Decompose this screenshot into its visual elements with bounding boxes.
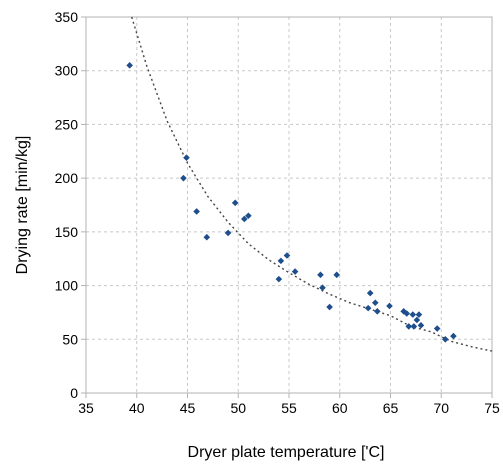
x-tick-label: 55: [281, 400, 297, 416]
data-point: [400, 308, 407, 315]
y-tick-label: 250: [55, 116, 79, 132]
x-tick-label: 35: [78, 400, 94, 416]
y-tick-label: 50: [62, 331, 78, 347]
x-tick-label: 65: [383, 400, 399, 416]
data-point: [231, 199, 239, 207]
data-point: [409, 311, 417, 318]
data-point: [386, 302, 393, 310]
data-point: [442, 335, 449, 343]
data-point: [374, 308, 381, 315]
data-point: [283, 252, 291, 259]
data-point: [433, 325, 441, 332]
data-point: [450, 332, 457, 340]
y-tick-label: 150: [55, 224, 79, 240]
axes: [81, 16, 493, 398]
x-axis-title: Dryer plate temperature ['C]: [188, 444, 385, 461]
data-point: [417, 322, 425, 329]
y-tick-label: 350: [55, 9, 79, 25]
y-tick-label: 200: [55, 170, 79, 186]
data-point: [183, 154, 190, 162]
data-point: [403, 310, 411, 317]
x-tick-label: 50: [230, 400, 246, 416]
data-point: [126, 62, 133, 69]
y-axis-title: Drying rate [min/kg]: [14, 136, 31, 275]
data-point: [413, 316, 421, 324]
data-point: [364, 304, 372, 312]
y-tick-label: 300: [55, 63, 79, 79]
data-point: [405, 323, 413, 330]
tick-labels: 35 40 45 50 55 60 65 70 75 0 50 100 150 200 250 300 350: [55, 9, 500, 416]
data-point: [366, 289, 374, 297]
data-point: [193, 208, 200, 215]
data-point: [326, 303, 333, 311]
x-tick-label: 40: [129, 400, 145, 416]
trendline: [131, 16, 493, 352]
data-point: [245, 212, 252, 220]
data-point: [371, 299, 379, 307]
plot-frame: [85, 16, 493, 394]
data-point: [410, 323, 418, 330]
data-point: [415, 311, 423, 318]
y-tick-label: 100: [55, 278, 79, 294]
data-point: [277, 257, 285, 265]
x-tick-label: 70: [433, 400, 449, 416]
data-point: [224, 229, 232, 237]
data-point: [275, 275, 283, 283]
x-tick-label: 45: [180, 400, 196, 416]
data-point: [203, 233, 211, 241]
data-point: [317, 271, 324, 279]
data-point: [180, 174, 187, 182]
data-points: [126, 62, 457, 343]
trendline-path: [131, 16, 493, 352]
data-point: [319, 284, 326, 292]
gridlines: [85, 16, 493, 394]
data-point: [241, 215, 248, 223]
x-tick-label: 75: [484, 400, 500, 416]
data-point: [333, 271, 341, 279]
data-point: [291, 268, 299, 275]
x-tick-label: 60: [332, 400, 348, 416]
y-tick-label: 0: [70, 385, 78, 401]
